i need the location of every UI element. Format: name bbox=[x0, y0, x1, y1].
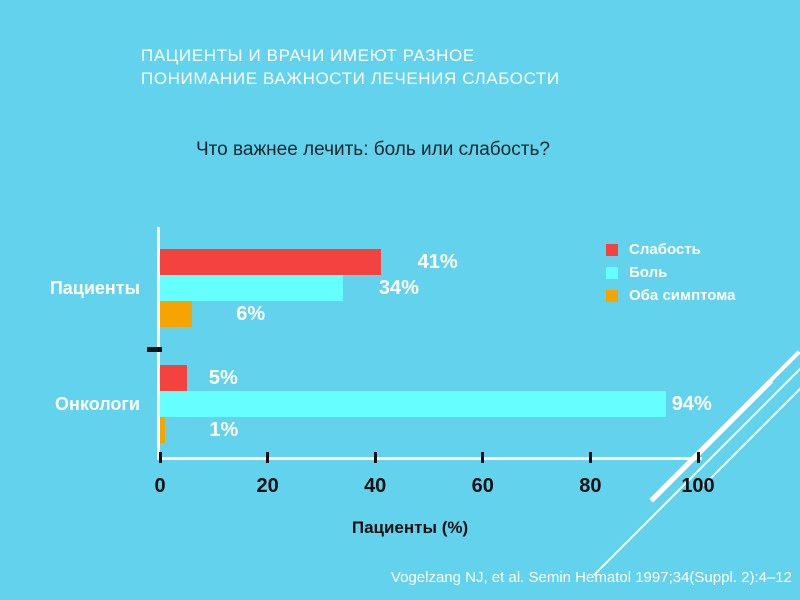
x-axis-title: Пациенты (%) bbox=[351, 518, 469, 537]
chart-question: Что важнее лечить: боль или слабость? bbox=[196, 139, 550, 160]
value-label-Онкологи-Боль: 94% bbox=[671, 393, 712, 415]
legend-swatch-weakness bbox=[606, 243, 618, 256]
legend-label-both-symptoms: Оба симптома bbox=[629, 287, 736, 304]
x-axis-line bbox=[157, 457, 702, 460]
x-tick-label-0: 0 bbox=[154, 475, 166, 497]
bar-Онкологи-Слабость bbox=[160, 365, 187, 391]
x-tick-label-20: 20 bbox=[256, 475, 279, 497]
x-tick-20 bbox=[266, 452, 270, 463]
x-tick-label-80: 80 bbox=[579, 475, 602, 497]
x-tick-label-40: 40 bbox=[364, 475, 387, 497]
category-label-patients: Пациенты bbox=[49, 278, 140, 298]
x-tick-100 bbox=[696, 452, 700, 463]
y-axis-line bbox=[157, 227, 160, 458]
x-tick-0 bbox=[158, 452, 162, 463]
legend-label-weakness: Слабость bbox=[629, 241, 701, 258]
slide-title-line-2: ПОНИМАНИЕ ВАЖНОСТИ ЛЕЧЕНИЯ СЛАБОСТИ bbox=[141, 69, 560, 88]
x-tick-label-60: 60 bbox=[471, 475, 494, 497]
value-label-Пациенты-Оба симптома: 6% bbox=[236, 303, 266, 325]
value-label-Онкологи-Слабость: 5% bbox=[208, 367, 238, 389]
x-tick-label-100: 100 bbox=[681, 475, 715, 497]
x-tick-80 bbox=[588, 452, 592, 463]
legend-label-pain: Боль bbox=[629, 264, 668, 281]
legend-swatch-pain bbox=[606, 266, 618, 279]
category-separator-tick bbox=[147, 347, 162, 352]
bar-Онкологи-Боль bbox=[160, 391, 666, 417]
x-tick-40 bbox=[373, 452, 377, 463]
value-label-Пациенты-Слабость: 41% bbox=[417, 251, 458, 273]
citation: Vogelzang NJ, et al. Semin Hematol 1997;… bbox=[390, 569, 792, 586]
legend-item-pain: Боль bbox=[606, 261, 736, 284]
legend-item-both-symptoms: Оба симптома bbox=[606, 284, 736, 307]
legend-item-weakness: Слабость bbox=[606, 238, 736, 261]
bar-Пациенты-Слабость bbox=[160, 249, 381, 275]
value-label-Пациенты-Боль: 34% bbox=[378, 277, 419, 299]
bar-Пациенты-Боль bbox=[160, 275, 343, 301]
slide-title-line-1: ПАЦИЕНТЫ И ВРАЧИ ИМЕЮТ РАЗНОЕ bbox=[141, 46, 475, 65]
legend: Слабость Боль Оба симптома bbox=[606, 238, 736, 307]
x-tick-60 bbox=[481, 452, 485, 463]
bar-Онкологи-Оба симптома bbox=[160, 417, 166, 443]
legend-swatch-both-symptoms bbox=[606, 289, 618, 302]
category-label-oncologists: Онкологи bbox=[55, 394, 140, 414]
value-label-Онкологи-Оба симптома: 1% bbox=[209, 419, 239, 441]
bar-Пациенты-Оба симптома bbox=[160, 301, 193, 327]
slide-title: ПАЦИЕНТЫ И ВРАЧИ ИМЕЮТ РАЗНОЕ ПОНИМАНИЕ В… bbox=[141, 44, 560, 90]
